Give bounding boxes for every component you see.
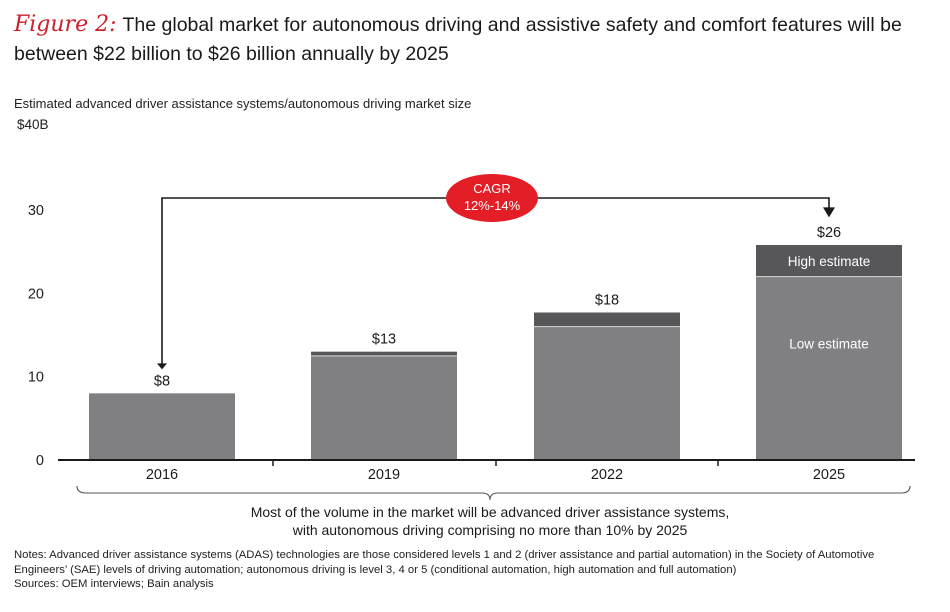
bottom-bracket xyxy=(76,485,911,501)
high-estimate-label: High estimate xyxy=(788,254,871,269)
bar-high-estimate xyxy=(756,245,902,277)
bar-high-estimate xyxy=(311,351,457,356)
notes-block: Notes: Advanced driver assistance system… xyxy=(14,548,939,592)
figure-title: Figure 2: The global market for autonomou… xyxy=(14,10,944,69)
bracket-note-line-1: Most of the volume in the market will be… xyxy=(251,504,730,520)
bar-high-estimate xyxy=(534,312,680,327)
cagr-badge xyxy=(446,174,538,222)
chart-subtitle: Estimated advanced driver assistance sys… xyxy=(14,96,472,111)
low-estimate-label: Low estimate xyxy=(789,336,869,351)
bar-total-label: $18 xyxy=(595,293,619,309)
cagr-start-marker xyxy=(157,363,167,370)
bracket-note-line-2: with autonomous driving comprising no mo… xyxy=(292,522,688,538)
cagr-connector-line xyxy=(161,197,830,366)
notes-line-2: Engineers’ (SAE) levels of driving autom… xyxy=(14,563,737,576)
bar-total-label: $26 xyxy=(817,225,841,241)
y-tick-label: 10 xyxy=(28,370,44,386)
x-tick-label: 2019 xyxy=(368,467,400,483)
bar-total-label: $13 xyxy=(372,332,396,348)
y-tick-label: 30 xyxy=(28,203,44,219)
sources-line: Sources: OEM interviews; Bain analysis xyxy=(14,578,214,590)
y-tick-label: 20 xyxy=(28,286,44,302)
bar-total-label: $8 xyxy=(154,373,170,389)
y-tick-label: 0 xyxy=(36,453,44,469)
y-axis-unit-label: $40B xyxy=(17,117,49,132)
x-tick-label: 2016 xyxy=(146,467,178,483)
bar-low-estimate xyxy=(311,355,457,460)
bar-low-estimate xyxy=(534,326,680,460)
figure-title-text: The global market for autonomous driving… xyxy=(14,14,902,65)
x-tick-label: 2025 xyxy=(813,467,845,483)
cagr-value: 12%-14% xyxy=(464,198,521,213)
figure-label: Figure 2: xyxy=(14,12,117,37)
bar-low-estimate xyxy=(756,276,902,460)
notes-line-1: Notes: Advanced driver assistance system… xyxy=(14,549,875,561)
cagr-arrowhead xyxy=(823,207,835,218)
x-tick-label: 2022 xyxy=(591,467,623,483)
bar-low-estimate xyxy=(89,393,235,460)
cagr-label: CAGR xyxy=(473,181,511,196)
